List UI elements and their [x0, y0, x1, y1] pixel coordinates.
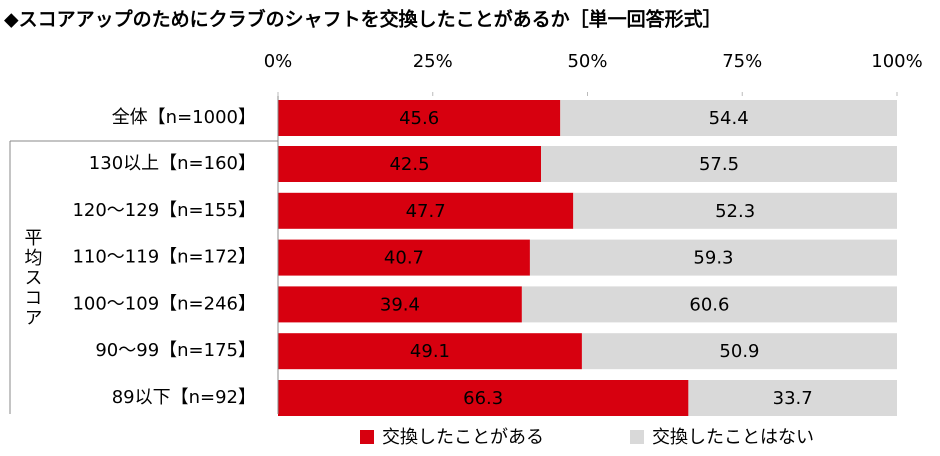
group-label: 平均スコア	[22, 228, 43, 328]
bar-segment	[529, 239, 897, 276]
bar-segment	[278, 192, 574, 229]
x-tick-label: 25%	[413, 51, 453, 72]
category-label: 120～129【n=155】	[72, 200, 256, 221]
bar-segment	[278, 146, 542, 182]
x-tick-label: 75%	[722, 51, 762, 72]
category-label: 100～109【n=246】	[72, 293, 256, 314]
category-label: 110～119【n=172】	[72, 247, 256, 268]
data-label: 54.4	[709, 108, 749, 129]
bar-segment	[521, 286, 897, 323]
data-label: 45.6	[399, 108, 439, 129]
category-label: 全体【n=1000】	[112, 107, 256, 128]
data-label: 33.7	[773, 388, 813, 409]
bar-segment	[278, 100, 561, 136]
bar-segment	[541, 146, 897, 182]
category-label: 89以下【n=92】	[112, 387, 256, 408]
chart-title: ◆スコアアップのためにクラブのシャフトを交換したことがあるか［単一回答形式］	[4, 8, 722, 31]
data-label: 42.5	[389, 154, 429, 175]
x-tick-label: 50%	[567, 51, 607, 72]
x-tick-label: 100%	[871, 51, 922, 72]
legend-swatch	[630, 430, 644, 444]
bar-segment	[278, 380, 689, 416]
data-label: 52.3	[715, 201, 755, 222]
data-label: 60.6	[689, 294, 729, 315]
category-label: 90～99【n=175】	[95, 340, 256, 361]
data-label: 39.4	[380, 294, 420, 315]
bar-segment	[278, 286, 522, 323]
data-label: 59.3	[693, 248, 733, 269]
x-tick-label: 0%	[264, 51, 293, 72]
data-label: 57.5	[699, 154, 739, 175]
data-label: 40.7	[384, 248, 424, 269]
legend-label: 交換したことはない	[652, 427, 814, 448]
category-label: 130以上【n=160】	[89, 153, 256, 174]
data-label: 49.1	[410, 341, 450, 362]
bar-segment	[581, 333, 897, 370]
bar-segment	[278, 333, 582, 370]
legend-label: 交換したことがある	[382, 427, 544, 448]
bar-segment	[688, 380, 897, 416]
data-label: 66.3	[463, 388, 503, 409]
legend-swatch	[360, 430, 374, 444]
data-label: 50.9	[719, 341, 759, 362]
data-label: 47.7	[406, 201, 446, 222]
bar-segment	[573, 192, 897, 229]
bar-segment	[560, 100, 897, 136]
bar-segment	[278, 239, 530, 276]
